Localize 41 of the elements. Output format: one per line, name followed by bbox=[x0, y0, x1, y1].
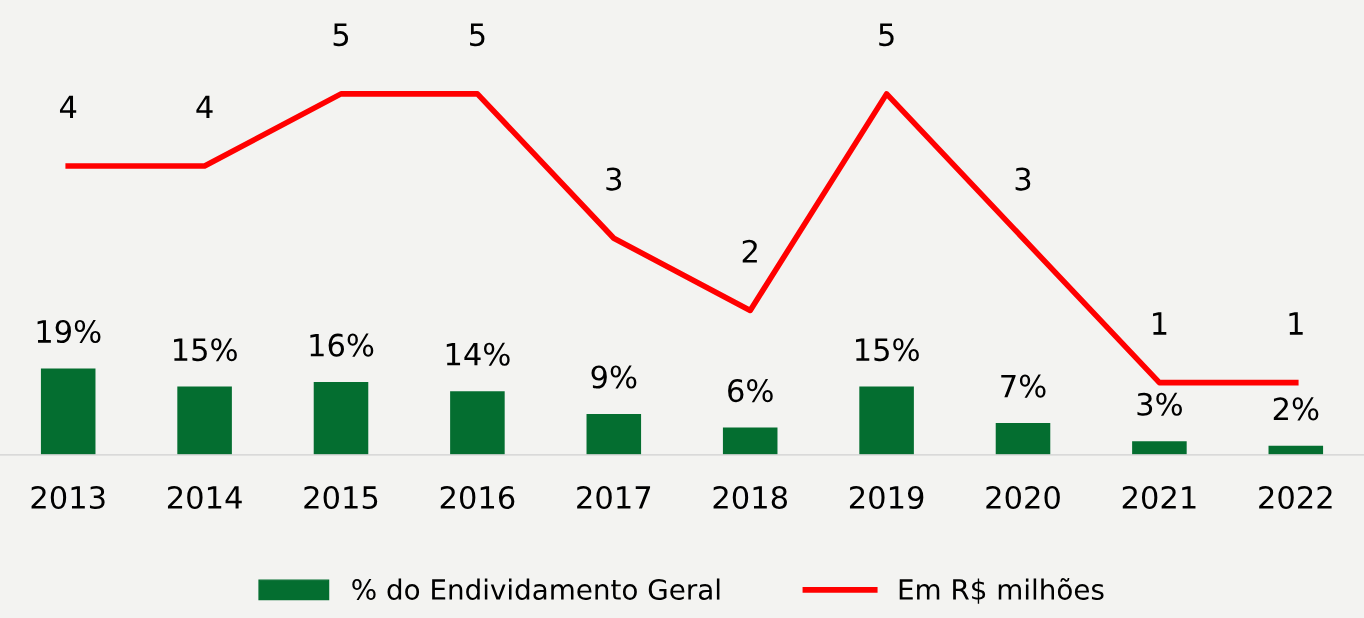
x-tick-label: 2018 bbox=[713, 485, 787, 510]
data-label: 1 bbox=[1289, 312, 1303, 335]
legend-label: Em R$ milhões bbox=[899, 578, 1104, 604]
bar bbox=[177, 386, 232, 455]
data-label: 7% bbox=[1001, 374, 1046, 398]
data-label: 5 bbox=[879, 23, 894, 47]
data-label: 4 bbox=[196, 95, 213, 119]
data-label: 14% bbox=[446, 342, 510, 366]
data-label: 5 bbox=[333, 23, 349, 47]
data-label: 19% bbox=[37, 319, 101, 344]
bar bbox=[40, 368, 96, 455]
data-label: 3% bbox=[1137, 392, 1182, 416]
data-label: 3 bbox=[1015, 167, 1031, 191]
data-label: 4 bbox=[59, 95, 77, 119]
data-label: 16% bbox=[310, 333, 374, 357]
data-label: 15% bbox=[856, 338, 919, 362]
bar bbox=[586, 413, 642, 455]
x-tick-label: 2020 bbox=[986, 485, 1060, 510]
x-tick-label: 2014 bbox=[167, 485, 242, 510]
x-tick-label: 2019 bbox=[849, 485, 924, 510]
bar bbox=[995, 423, 1051, 455]
x-tick-label: 2017 bbox=[577, 485, 651, 510]
x-tick-label: 2013 bbox=[31, 485, 105, 510]
data-label: 6% bbox=[728, 379, 773, 403]
data-label: 2% bbox=[1273, 397, 1319, 421]
bar bbox=[859, 386, 914, 455]
legend-label: % do Endividamento Geral bbox=[352, 578, 720, 600]
bar bbox=[313, 382, 369, 455]
data-label: 3 bbox=[606, 167, 622, 191]
data-label: 9% bbox=[591, 365, 637, 389]
x-tick-label: 2015 bbox=[304, 485, 378, 510]
data-label: 5 bbox=[470, 23, 485, 47]
bar bbox=[1132, 441, 1187, 455]
bar bbox=[450, 391, 505, 455]
bar bbox=[722, 427, 778, 455]
data-label: 15% bbox=[174, 338, 237, 362]
data-label: 1 bbox=[1153, 312, 1167, 335]
x-tick-label: 2021 bbox=[1122, 485, 1196, 510]
x-tick-label: 2022 bbox=[1259, 485, 1332, 510]
data-label: 2 bbox=[742, 239, 757, 263]
x-tick-label: 2016 bbox=[440, 485, 515, 510]
